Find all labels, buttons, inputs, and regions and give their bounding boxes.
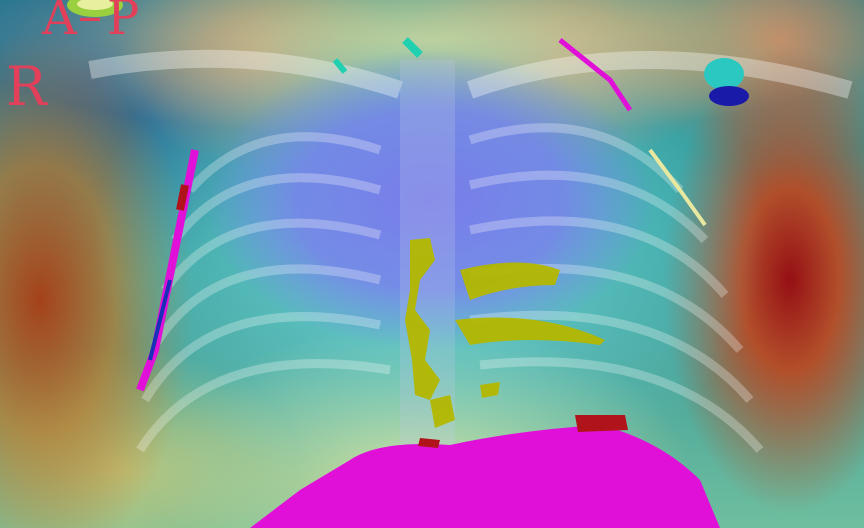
right-ribs [136,132,391,453]
heart-region [250,425,720,528]
left-clavicle [467,51,853,99]
view-label-a: A [42,0,77,46]
ecg-marker [704,58,744,90]
left-ribs [468,123,764,453]
right-clavicle [88,49,403,99]
central-opacity [405,238,605,428]
side-marker-r: R [6,55,47,118]
left-upper-artifact [558,38,633,112]
view-label-dash: – [78,0,102,44]
view-label-p: P [107,0,140,46]
